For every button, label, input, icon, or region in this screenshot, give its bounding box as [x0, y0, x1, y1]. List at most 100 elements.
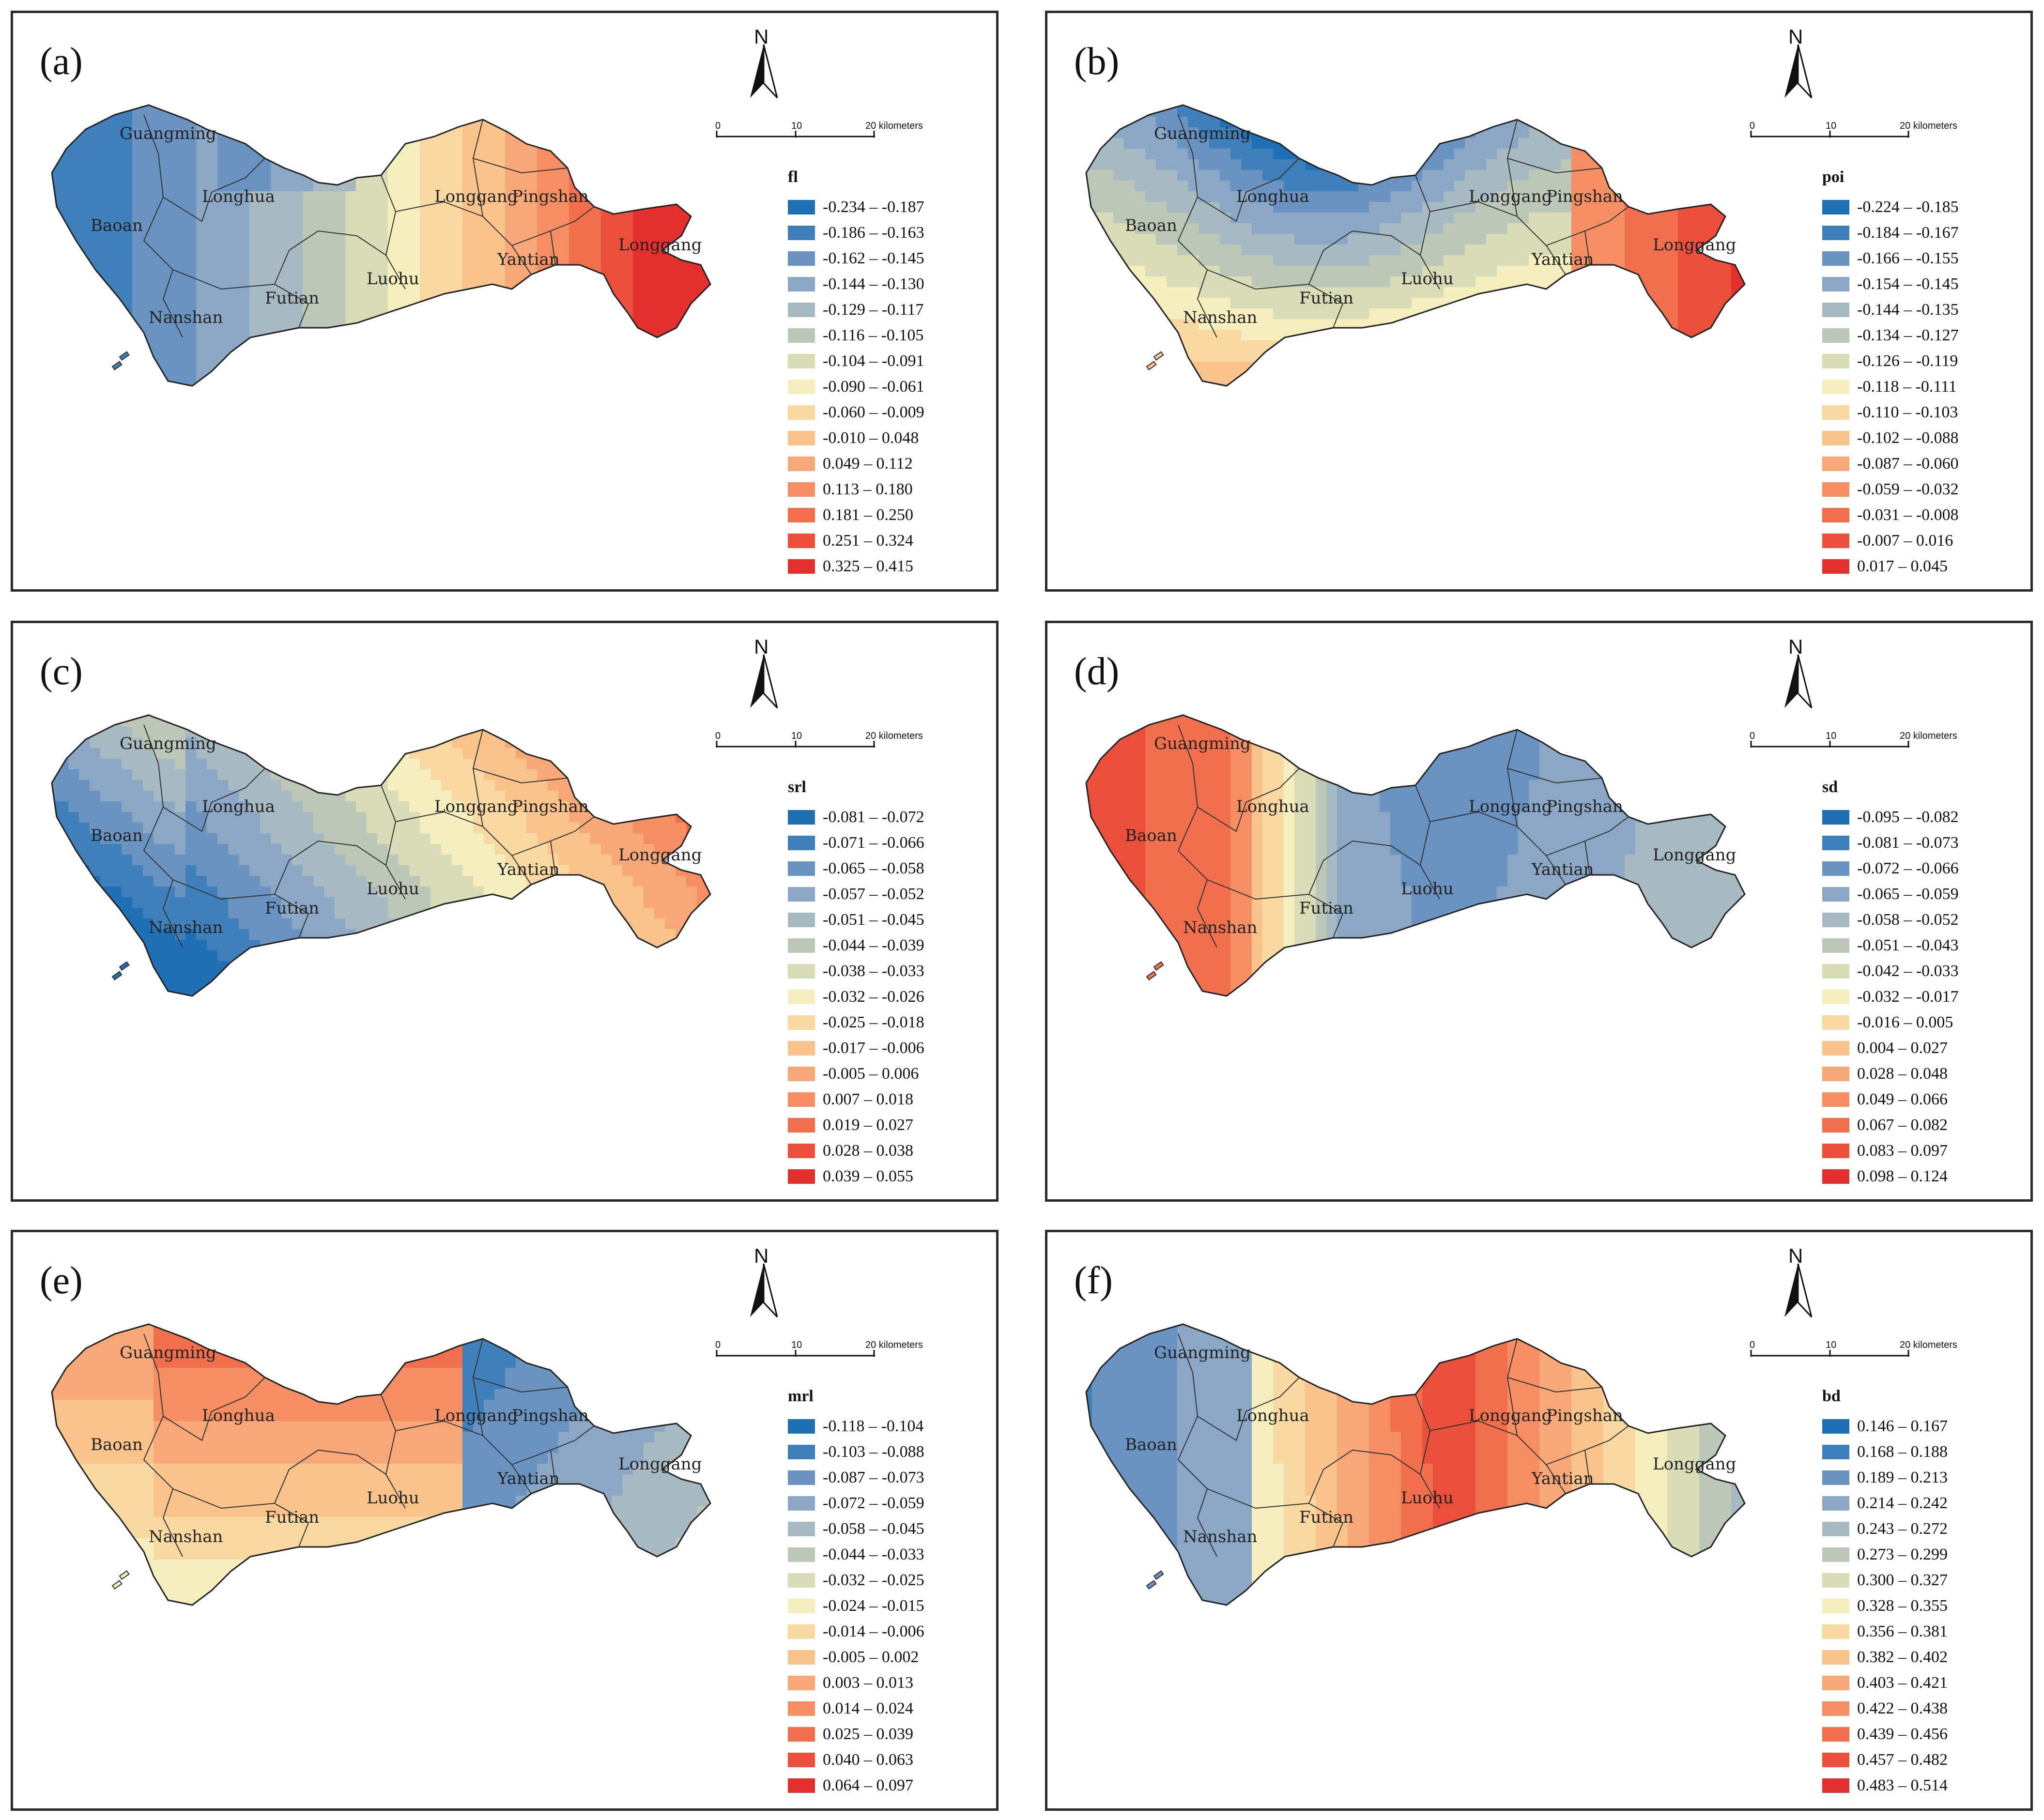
raster-cell: [1199, 202, 1210, 213]
raster-cell: [292, 876, 303, 887]
raster-cell: [1752, 340, 1764, 352]
raster-cell: [228, 716, 239, 727]
raster-cell: [100, 372, 111, 383]
raster-cell: [292, 351, 303, 362]
raster-cell: [1646, 181, 1657, 192]
district-boundary: [511, 206, 595, 246]
raster-cell: [271, 748, 282, 759]
raster-cell: [52, 255, 58, 266]
raster-cell: [1625, 276, 1636, 288]
raster-cell: [1124, 383, 1135, 386]
raster-cell: [100, 918, 111, 930]
raster-cell: [207, 351, 218, 362]
raster-cell: [132, 833, 143, 844]
raster-cell: [526, 319, 538, 330]
raster-cell: [58, 127, 69, 138]
raster-cell: [324, 340, 335, 352]
raster-cell: [324, 759, 335, 770]
raster-cell: [345, 887, 356, 898]
raster-cell: [154, 245, 165, 256]
raster-cell: [420, 213, 431, 224]
raster-cell: [601, 159, 612, 170]
raster-cell: [239, 159, 250, 170]
raster-cell: [676, 170, 687, 181]
raster-cell: [420, 940, 431, 951]
raster-cell: [1571, 106, 1583, 117]
raster-cell: [175, 769, 186, 780]
raster-cell: [185, 105, 197, 107]
raster-cell: [1092, 298, 1103, 309]
raster-cell: [100, 844, 111, 855]
raster-cell: [1454, 202, 1465, 213]
raster-cell: [100, 791, 111, 802]
raster-cell: [1188, 234, 1199, 245]
raster-cell: [154, 833, 165, 844]
raster-cell: [239, 105, 250, 107]
raster-cell: [68, 340, 79, 352]
raster-cell: [388, 748, 399, 759]
raster-cell: [1603, 287, 1614, 298]
raster-cell: [335, 780, 346, 791]
raster-cell: [590, 149, 601, 160]
raster-cell: [217, 170, 229, 181]
raster-cell: [1667, 213, 1678, 224]
raster-cell: [217, 855, 229, 866]
raster-cell: [1348, 170, 1359, 181]
raster-cell: [324, 982, 335, 994]
district-label: Futian: [265, 289, 319, 308]
raster-cell: [1188, 351, 1199, 362]
raster-cell: [420, 287, 431, 298]
raster-cell: [452, 223, 463, 234]
raster-cell: [1348, 394, 1359, 405]
raster-cell: [1230, 181, 1242, 192]
raster-cell: [580, 255, 591, 266]
raster-cell: [1167, 308, 1178, 320]
raster-cell: [1646, 170, 1657, 181]
raster-cell: [1209, 223, 1220, 234]
raster-cell: [537, 287, 548, 298]
raster-cell: [175, 170, 186, 181]
raster-cell: [430, 276, 442, 288]
raster-cell: [100, 993, 111, 996]
raster-cell: [1742, 181, 1745, 192]
raster-cell: [1625, 159, 1636, 170]
raster-cell: [79, 715, 90, 717]
raster-cell: [633, 245, 644, 256]
raster-cell: [154, 340, 165, 352]
raster-cell: [1177, 276, 1188, 288]
raster-cell: [367, 993, 378, 996]
raster-cell: [430, 855, 442, 866]
raster-cell: [217, 191, 229, 202]
raster-cell: [1412, 394, 1423, 405]
raster-cell: [484, 202, 495, 213]
raster-cell: [537, 223, 548, 234]
raster-cell: [356, 394, 367, 405]
raster-cell: [612, 362, 623, 373]
raster-cell: [52, 929, 58, 940]
raster-cell: [52, 748, 58, 759]
raster-cell: [1390, 351, 1401, 362]
raster-cell: [1593, 383, 1604, 386]
raster-cell: [1422, 266, 1433, 277]
raster-cell: [1348, 106, 1359, 117]
raster-cell: [79, 234, 90, 245]
raster-cell: [697, 319, 708, 330]
raster-cell: [1401, 330, 1412, 341]
raster-cell: [1444, 287, 1455, 298]
raster-cell: [324, 961, 335, 972]
raster-cell: [1199, 287, 1210, 298]
raster-cell: [1678, 105, 1689, 107]
raster-cell: [292, 245, 303, 256]
raster-cell: [590, 234, 601, 245]
raster-cell: [1124, 362, 1135, 373]
raster-cell: [494, 127, 506, 138]
raster-cell: [367, 181, 378, 192]
raster-cell: [569, 106, 580, 117]
raster-cell: [1752, 287, 1764, 298]
raster-cell: [367, 106, 378, 117]
raster-cell: [558, 105, 569, 107]
raster-cell: [79, 181, 90, 192]
raster-cell: [1124, 234, 1135, 245]
raster-cell: [281, 191, 292, 202]
raster-cell: [1721, 191, 1732, 202]
